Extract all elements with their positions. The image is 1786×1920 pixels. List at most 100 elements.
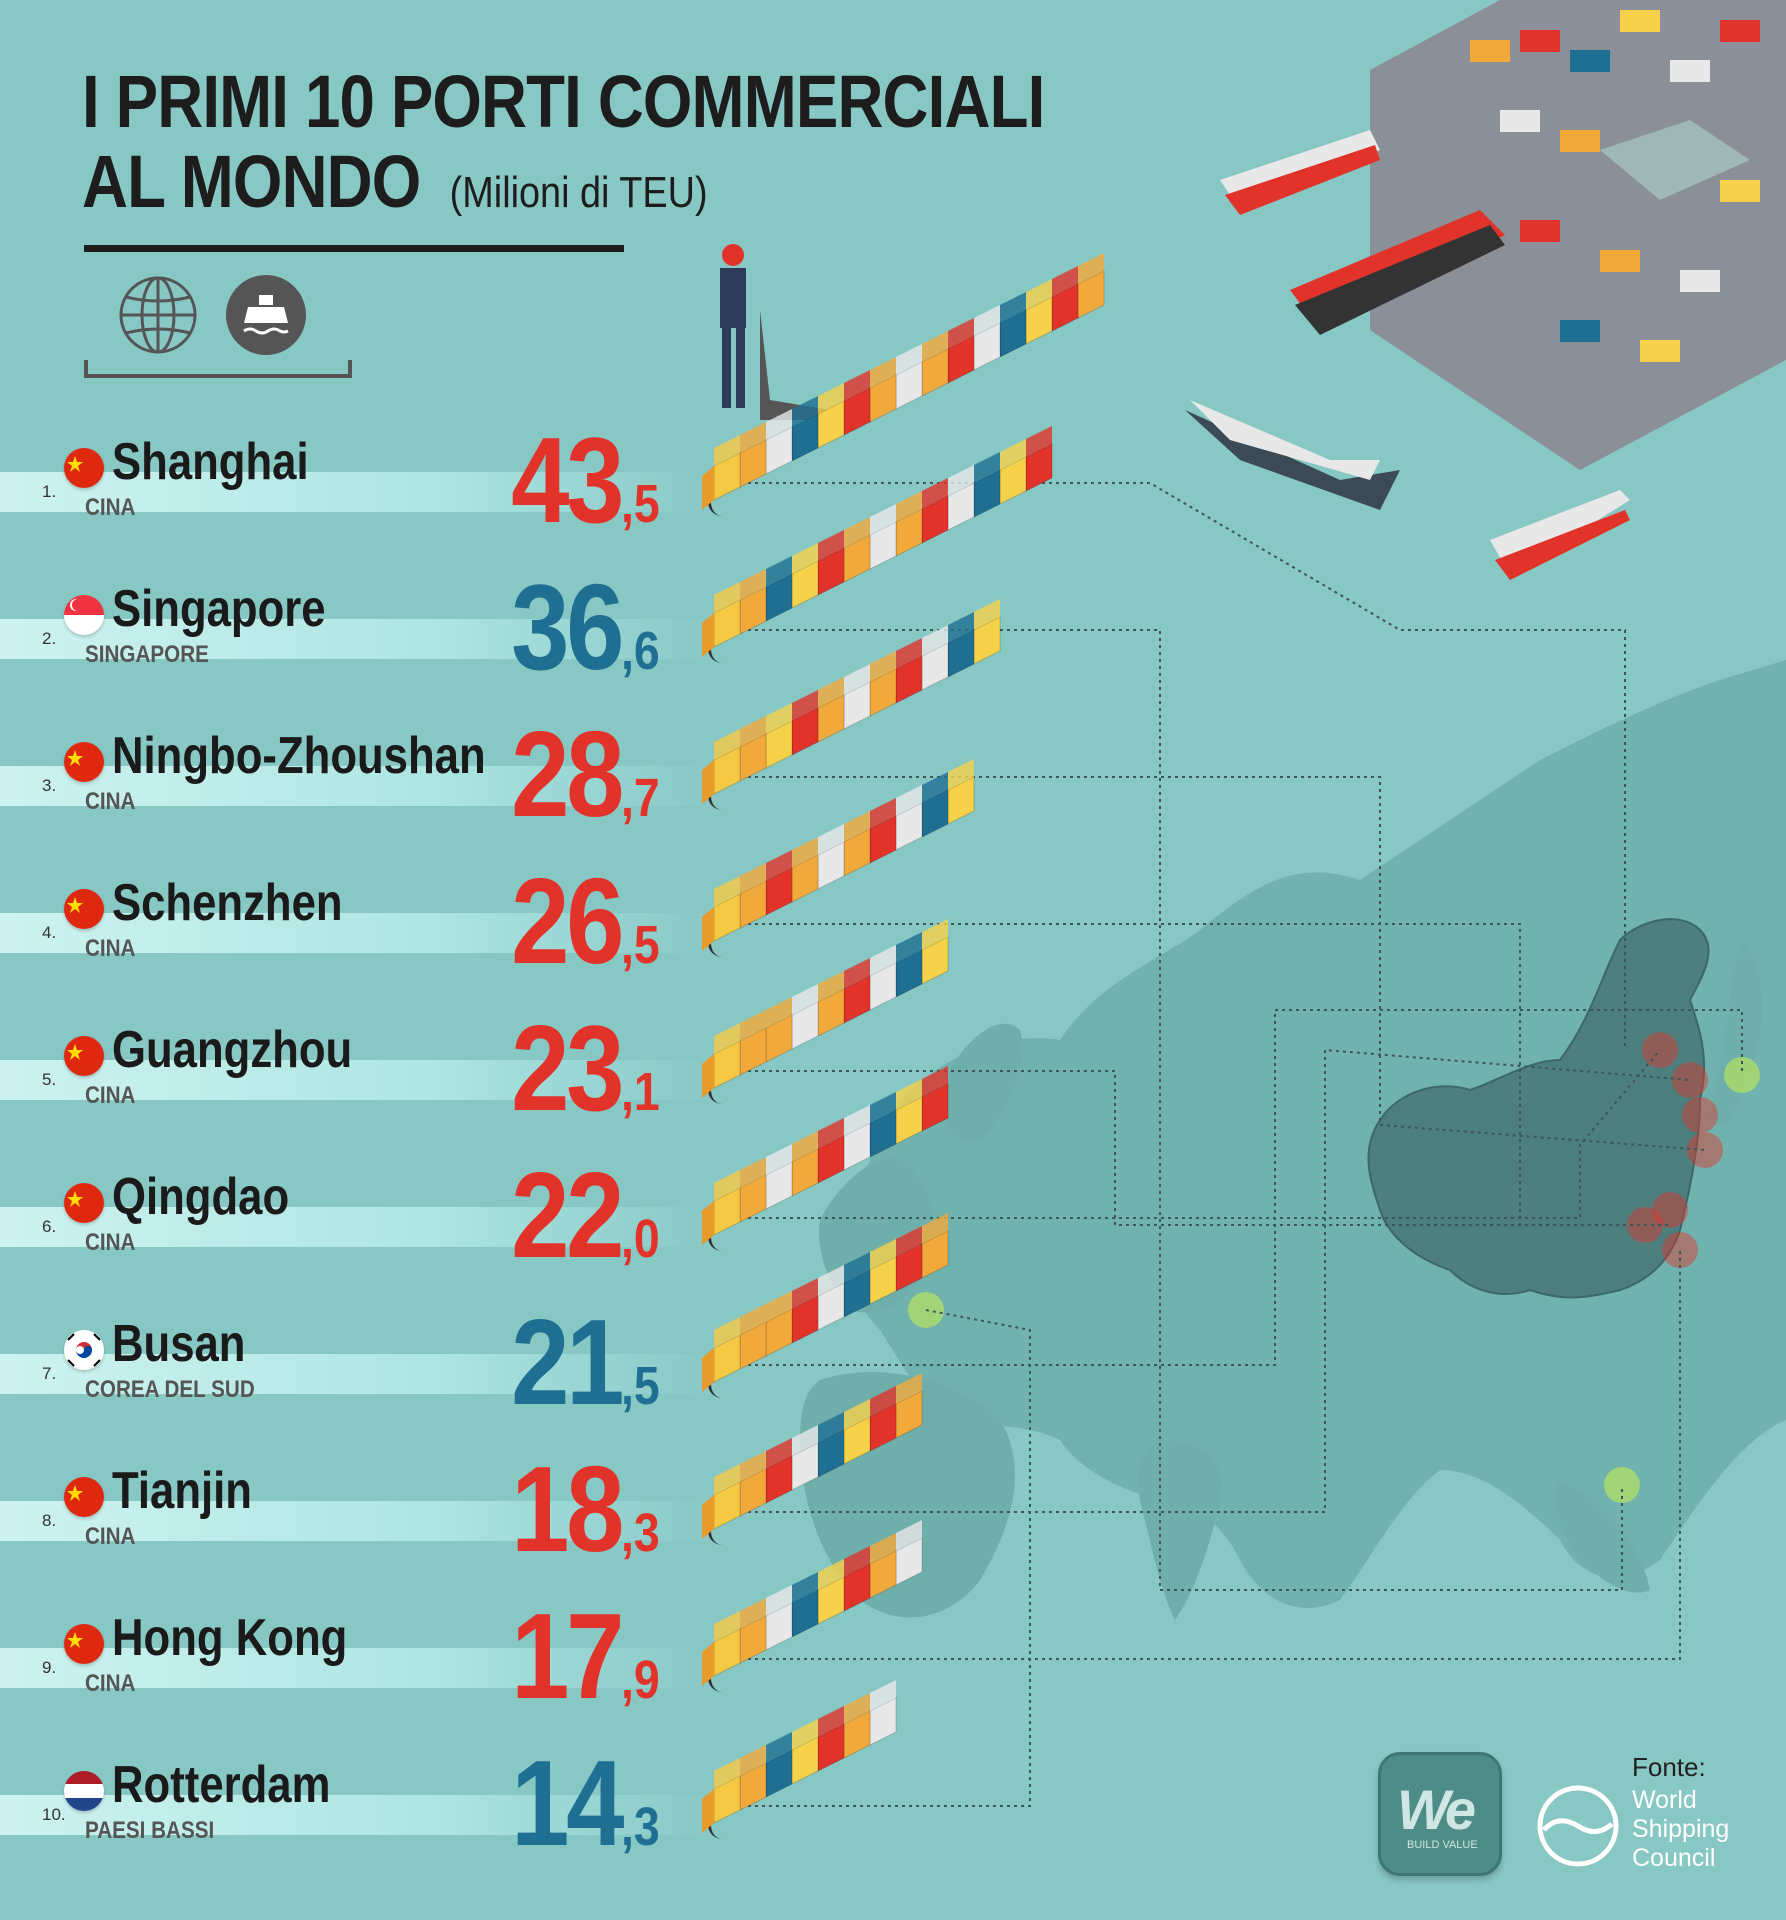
port-country: CINA xyxy=(85,1229,136,1256)
flag-cn-icon xyxy=(64,1183,104,1223)
flag-sg-icon xyxy=(64,595,104,635)
port-country: CINA xyxy=(85,1523,136,1550)
title-line-1: I PRIMI 10 PORTI COMMERCIALI xyxy=(82,60,1045,143)
container-block xyxy=(739,1598,767,1664)
rank-label: 1. xyxy=(42,482,57,501)
container-block xyxy=(791,1131,819,1197)
container-block xyxy=(817,1265,845,1331)
port-value: 26,5 xyxy=(511,860,660,982)
container-block xyxy=(843,1399,871,1465)
container-block xyxy=(869,1239,897,1305)
rank-label: 3. xyxy=(42,776,57,795)
container-bar-end xyxy=(702,1495,714,1539)
value-decimal: ,5 xyxy=(621,1356,660,1416)
rank-label: 10. xyxy=(42,1805,66,1824)
container-block xyxy=(739,422,767,488)
container-block xyxy=(869,1386,897,1452)
port-name: Shanghai xyxy=(112,433,309,491)
container-block xyxy=(765,1144,793,1210)
source-name-line: World xyxy=(1632,1786,1697,1814)
container-block xyxy=(843,664,871,730)
logo-text: We xyxy=(1397,1778,1476,1841)
container-bar-end xyxy=(702,1201,714,1245)
value-integer: 23 xyxy=(511,1000,624,1136)
container-block xyxy=(843,1693,871,1759)
container-block xyxy=(739,863,767,929)
container-block xyxy=(921,331,949,397)
source-name-line: Shipping xyxy=(1632,1815,1730,1843)
source-name: World Shipping Council xyxy=(1632,1786,1729,1873)
value-decimal: ,1 xyxy=(621,1062,660,1122)
page-title: I PRIMI 10 PORTI COMMERCIALI AL MONDO (Mi… xyxy=(82,60,1045,233)
port-name: Busan xyxy=(112,1315,246,1373)
value-integer: 14 xyxy=(511,1735,624,1871)
container-block xyxy=(713,729,741,795)
container-block xyxy=(843,370,871,436)
port-marker-guangzhou xyxy=(1652,1192,1688,1228)
container-block xyxy=(843,1546,871,1612)
container-block xyxy=(765,1732,793,1798)
value-decimal: ,6 xyxy=(621,621,660,681)
port-value: 14,3 xyxy=(511,1742,660,1864)
port-value: 28,7 xyxy=(511,713,660,835)
container-block xyxy=(817,1412,845,1478)
container-block xyxy=(895,638,923,704)
container-block xyxy=(817,1706,845,1772)
container-block xyxy=(713,1758,741,1824)
ship-4 xyxy=(1490,490,1630,580)
rank-label: 7. xyxy=(42,1364,57,1383)
ranking-row: 10. Rotterdam PAESI BASSI 14,3 xyxy=(0,1680,1786,1879)
container-block xyxy=(843,958,871,1024)
port-value: 36,6 xyxy=(511,566,660,688)
container-block xyxy=(791,396,819,462)
ranking-row: 5. Guangzhou CINA 23,1 xyxy=(0,919,1786,1144)
container-block xyxy=(713,1023,741,1089)
container-block xyxy=(947,612,975,678)
ship-2 xyxy=(1290,210,1505,335)
container-block xyxy=(765,1291,793,1357)
row-band xyxy=(0,1354,720,1394)
container-bar-end xyxy=(702,1054,714,1098)
container-bar-end xyxy=(702,1642,714,1686)
port-marker-shanghai xyxy=(1682,1097,1718,1133)
port-marker-hongkong xyxy=(1662,1232,1698,1268)
port-marker-singapore xyxy=(1604,1467,1640,1503)
container-bar-end xyxy=(702,760,714,804)
port-country: CINA xyxy=(85,935,136,962)
value-decimal: ,3 xyxy=(621,1797,660,1857)
port-country: COREA DEL SUD xyxy=(85,1376,255,1403)
container-bar xyxy=(702,759,975,951)
container-block xyxy=(869,1680,897,1746)
container-bar-end xyxy=(702,1348,714,1392)
ranking-row: 4. Schenzhen CINA 26,5 xyxy=(0,759,1786,997)
port-name: Ningbo-Zhoushan xyxy=(112,727,486,785)
ranking-row: 6. Qingdao CINA 22,0 xyxy=(0,1066,1786,1291)
container-block xyxy=(869,651,897,717)
container-block xyxy=(895,1079,923,1145)
rank-label: 5. xyxy=(42,1070,57,1089)
container-block xyxy=(739,1451,767,1517)
value-integer: 18 xyxy=(511,1441,624,1577)
container-block xyxy=(869,357,897,423)
connector-lines xyxy=(720,482,1743,1807)
value-decimal: ,3 xyxy=(621,1503,660,1563)
container-bar xyxy=(702,1066,949,1245)
container-block xyxy=(817,971,845,1037)
container-block xyxy=(791,1278,819,1344)
flag-nl-icon xyxy=(64,1771,104,1811)
rank-label: 9. xyxy=(42,1658,57,1677)
port-country: PAESI BASSI xyxy=(85,1817,215,1844)
port-value: 22,0 xyxy=(511,1154,660,1276)
ship-3 xyxy=(1185,400,1400,510)
container-block xyxy=(713,1464,741,1530)
port-marker-busan xyxy=(1724,1057,1760,1093)
container-block xyxy=(739,1157,767,1223)
port-name: Qingdao xyxy=(112,1168,290,1226)
container-block xyxy=(713,1170,741,1236)
we-build-value-logo: We BUILD VALUE xyxy=(1378,1752,1502,1876)
title-unit: (Milioni di TEU) xyxy=(449,168,708,217)
port-name: Rotterdam xyxy=(112,1756,331,1814)
container-block xyxy=(713,876,741,942)
container-block xyxy=(921,919,949,985)
